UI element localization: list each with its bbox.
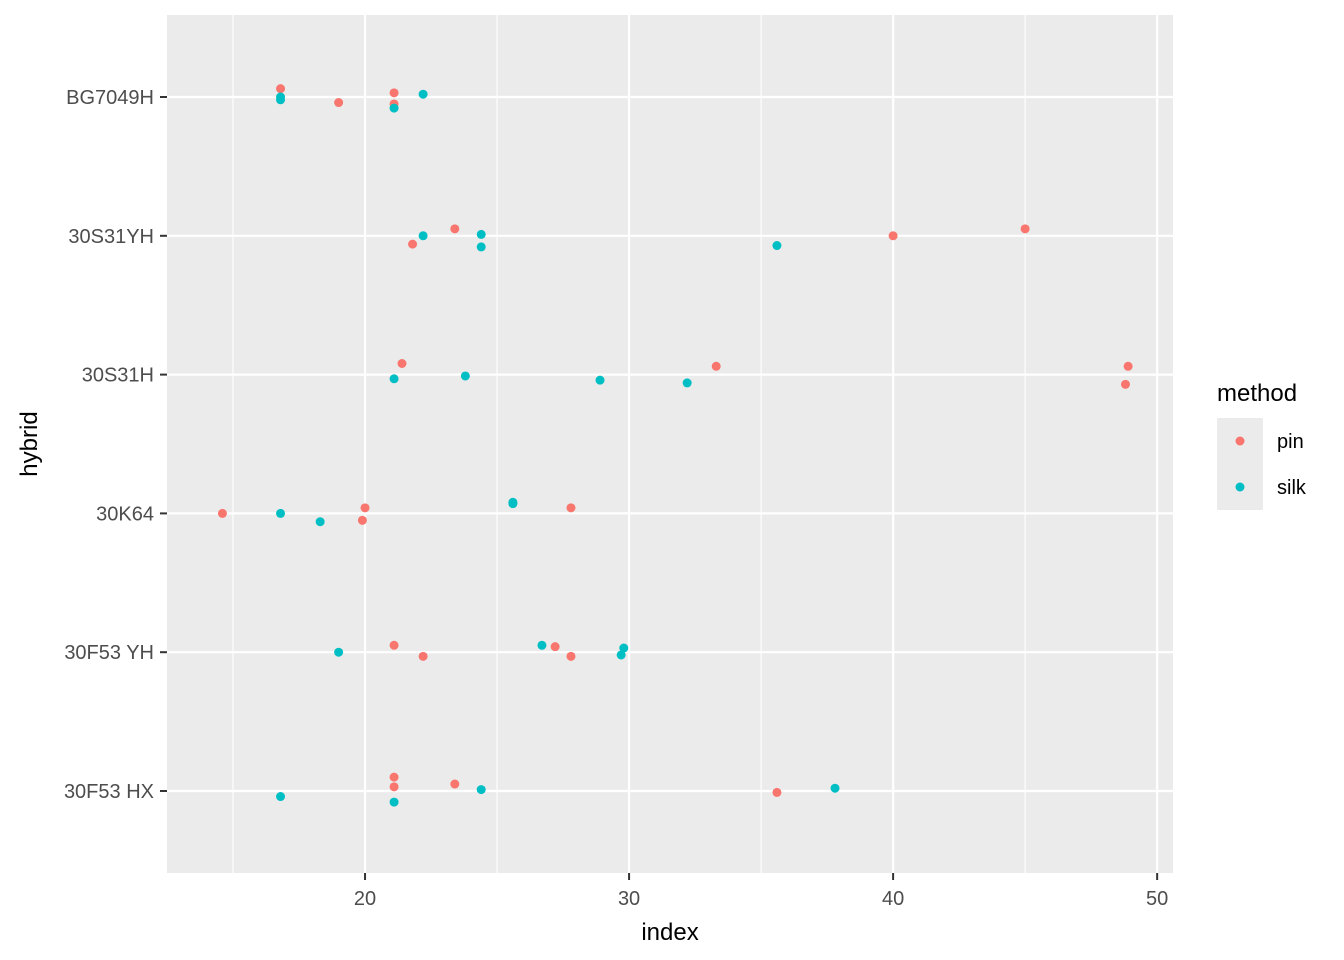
x-axis-title: index: [641, 919, 698, 946]
data-point-silk: [830, 783, 840, 793]
legend-marker-pin: [1235, 436, 1245, 446]
data-point-silk: [537, 640, 547, 650]
y-axis-title: hybrid: [16, 411, 43, 476]
data-point-pin: [566, 503, 576, 513]
data-point-pin: [389, 640, 399, 650]
data-point-silk: [476, 785, 486, 795]
x-tick-label: 30: [618, 888, 640, 910]
data-point-pin: [1120, 379, 1130, 389]
y-tick-label: 30F53 YH: [64, 642, 154, 664]
data-point-pin: [408, 239, 418, 249]
data-point-pin: [389, 782, 399, 792]
data-point-pin: [711, 361, 721, 371]
data-point-silk: [616, 650, 626, 660]
data-point-silk: [276, 95, 286, 105]
data-point-pin: [217, 508, 227, 518]
data-point-silk: [418, 231, 428, 241]
data-point-pin: [397, 358, 407, 368]
minor-gridlines: [232, 15, 1026, 873]
data-point-silk: [315, 517, 325, 527]
data-point-pin: [389, 88, 399, 98]
y-axis-ticks: 30F53 HX 30F53 YH 30K64 30S31H 30S31YH BG7049…: [64, 87, 167, 803]
legend-title: method: [1217, 380, 1297, 407]
data-point-pin: [450, 779, 460, 789]
x-tick-label: 20: [354, 888, 376, 910]
data-point-silk: [772, 241, 782, 251]
data-point-silk: [276, 792, 286, 802]
data-point-pin: [334, 98, 344, 108]
data-point-silk: [389, 103, 399, 113]
x-tick-label: 50: [1146, 888, 1168, 910]
data-point-silk: [460, 371, 470, 381]
data-point-silk: [389, 374, 399, 384]
legend-marker-silk: [1235, 482, 1245, 492]
data-point-silk: [389, 797, 399, 807]
y-tick-label: 30S31YH: [68, 226, 154, 248]
data-point-pin: [276, 84, 286, 94]
data-point-pin: [1123, 361, 1133, 371]
data-point-silk: [619, 643, 629, 653]
y-tick-label: 30S31H: [82, 365, 154, 387]
data-point-pin: [450, 224, 460, 234]
x-axis-ticks: 20 30 40 50: [354, 873, 1168, 910]
data-point-silk: [595, 375, 605, 385]
data-point-silk: [508, 499, 518, 509]
y-tick-label: BG7049H: [66, 87, 154, 109]
legend: method pin silk: [1217, 380, 1307, 510]
data-point-silk: [682, 378, 692, 388]
data-point-silk: [476, 242, 486, 252]
data-point-pin: [1020, 224, 1030, 234]
data-point-pin: [772, 787, 782, 797]
data-point-pin: [389, 772, 399, 782]
data-point-silk: [476, 229, 486, 239]
x-tick-label: 40: [882, 888, 904, 910]
plot-panel: [167, 15, 1173, 873]
data-point-pin: [550, 642, 560, 652]
major-gridlines: [167, 15, 1173, 873]
data-point-silk: [276, 508, 286, 518]
y-tick-label: 30F53 HX: [64, 781, 154, 803]
data-point-pin: [418, 651, 428, 661]
data-points: [217, 84, 1133, 807]
y-tick-label: 30K64: [96, 503, 154, 525]
data-point-pin: [888, 231, 898, 241]
data-point-silk: [418, 89, 428, 99]
data-point-pin: [357, 515, 367, 525]
data-point-pin: [360, 503, 370, 513]
legend-label-pin: pin: [1277, 431, 1304, 453]
data-point-silk: [334, 647, 344, 657]
legend-label-silk: silk: [1277, 477, 1307, 499]
data-point-pin: [566, 651, 576, 661]
